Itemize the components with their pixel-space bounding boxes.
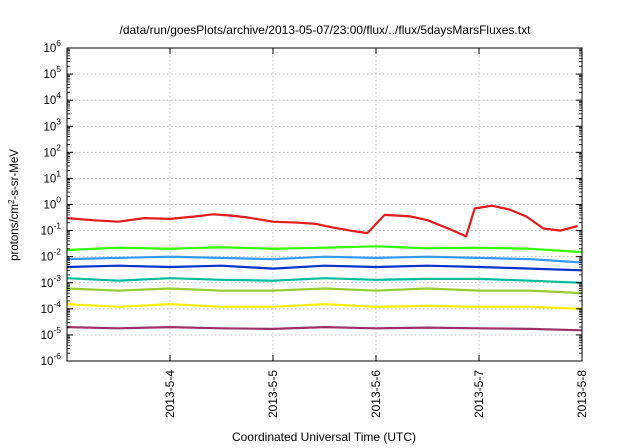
y-tick-label: 105 [43,64,61,81]
x-tick-label: 2013-5-6 [369,370,383,418]
y-tick-label: 10-5 [41,325,62,342]
y-tick-base: 10 [41,356,54,368]
y-tick-exponent: -6 [53,351,61,361]
y-tick-base: 10 [41,304,54,316]
y-tick-base: 10 [43,200,56,212]
y-tick-label: 10-4 [41,299,62,316]
y-tick-base: 10 [41,252,54,264]
y-tick-exponent: -1 [53,221,61,231]
y-tick-label: 10-2 [41,247,62,264]
grid-lines [67,48,582,361]
x-tick-label: 2013-5-5 [266,370,280,418]
y-tick-labels: 10-610-510-410-310-210-11001011021031041… [41,38,62,368]
y-tick-base: 10 [41,226,54,238]
series-line-4 [66,264,583,272]
y-tick-exponent: 6 [56,38,61,48]
x-tick-labels: 2013-5-4 2013-5-5 2013-5-6 2013-5-7 2013-5-8 [163,370,589,418]
y-tick-exponent: 0 [56,195,61,205]
x-tick-label: 2013-5-4 [163,370,177,418]
y-tick-exponent: -4 [53,299,61,309]
y-tick-label: 10-1 [41,221,62,238]
y-tick-exponent: 1 [56,168,61,178]
y-tick-exponent: -5 [53,325,61,335]
series-line-8 [66,326,583,332]
y-tick-exponent: 4 [56,90,61,100]
y-tick-label: 101 [43,168,61,185]
series-line-2 [66,245,583,254]
y-tick-base: 10 [41,278,54,290]
series-line-3 [66,255,583,264]
y-tick-base: 10 [43,121,56,133]
y-tick-base: 10 [43,95,56,107]
y-tick-label: 103 [43,116,61,133]
y-tick-label: 102 [43,142,61,159]
y-tick-label: 10-3 [41,273,62,290]
series-line-1 [66,204,578,238]
x-tick-label: 2013-5-8 [575,370,589,418]
y-tick-base: 10 [43,173,56,185]
y-tick-exponent: 5 [56,64,61,74]
y-tick-base: 10 [43,147,56,159]
series-line-7 [66,303,583,310]
y-tick-exponent: -3 [53,273,61,283]
plot-frame [66,47,583,362]
series-line-5 [66,277,583,284]
y-axis-label-part-2: -s-sr-MeV [9,149,21,200]
y-tick-label: 100 [43,195,61,212]
y-axis-label-part-1: protons/cm [9,204,21,261]
y-axis-label: protons/cm2-s-sr-MeV [7,149,22,261]
series-line-6 [66,287,583,295]
x-axis-label: Coordinated Universal Time (UTC) [232,430,416,444]
y-tick-base: 10 [43,43,56,55]
chart-title: /data/run/goesPlots/archive/2013-05-07/2… [120,23,532,37]
y-tick-label: 106 [43,38,61,55]
y-tick-exponent: 2 [56,142,61,152]
x-tick-label: 2013-5-7 [472,370,486,418]
y-tick-base: 10 [41,330,54,342]
y-tick-exponent: 3 [56,116,61,126]
y-tick-label: 10-6 [41,351,62,368]
y-tick-exponent: -2 [53,247,61,257]
y-axis-label-superscript: 2 [7,199,16,204]
y-tick-base: 10 [43,69,56,81]
y-tick-label: 104 [43,90,61,107]
series-layer [66,204,583,332]
